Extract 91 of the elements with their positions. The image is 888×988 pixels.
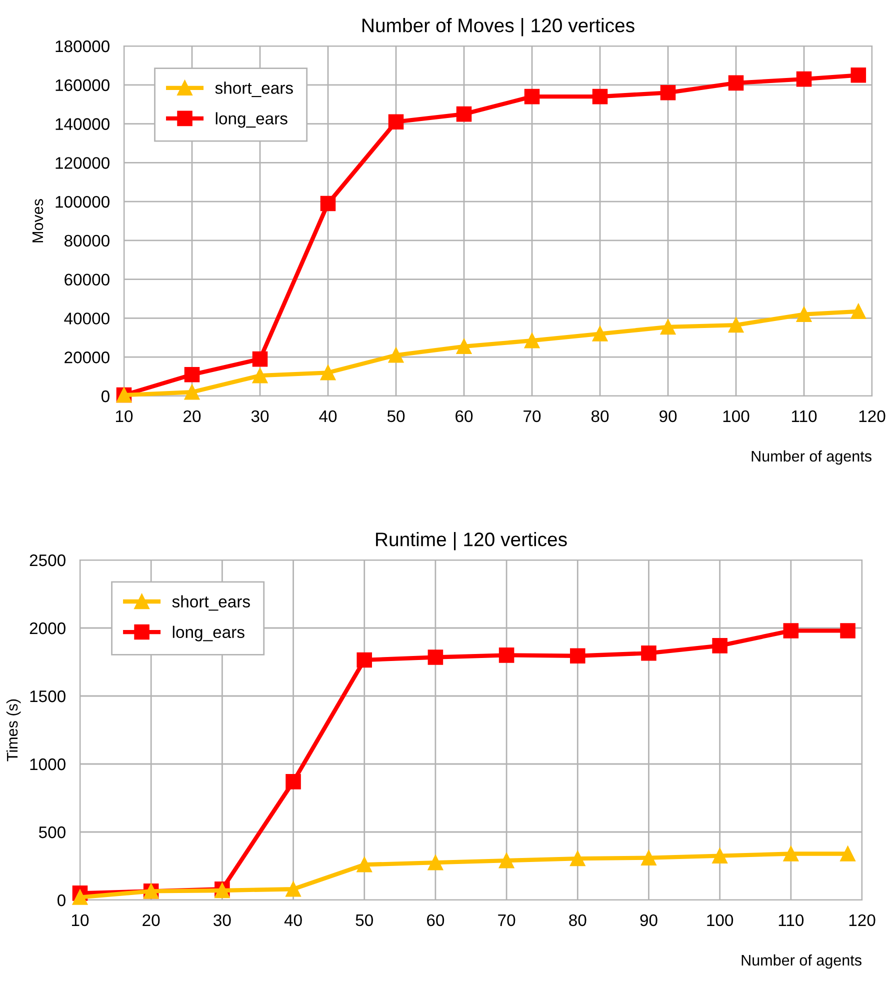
chart-title: Number of Moves | 120 vertices bbox=[362, 18, 634, 36]
x-tick-label: 60 bbox=[427, 914, 444, 926]
x-axis-title: Number of agents bbox=[742, 954, 862, 969]
x-tick-label: 120 bbox=[859, 410, 886, 422]
point bbox=[783, 623, 799, 638]
point bbox=[524, 88, 540, 104]
y-tick-label: 80000 bbox=[64, 234, 110, 247]
point bbox=[356, 857, 372, 872]
x-tick-label: 40 bbox=[284, 914, 302, 926]
point bbox=[428, 854, 444, 870]
legend-label: short_ears bbox=[172, 595, 250, 611]
x-tick-label: 20 bbox=[184, 410, 201, 422]
point bbox=[840, 623, 856, 638]
x-tick-label: 110 bbox=[778, 914, 804, 926]
point bbox=[498, 852, 514, 868]
y-tick-label: 180000 bbox=[56, 40, 110, 52]
x-tick-label: 70 bbox=[498, 914, 516, 926]
point bbox=[184, 384, 200, 400]
point bbox=[660, 85, 676, 100]
chart-title: Runtime | 120 vertices bbox=[376, 532, 567, 550]
x-tick-label: 60 bbox=[456, 410, 473, 422]
y-tick-label: 100000 bbox=[56, 196, 110, 208]
y-tick-label: 1000 bbox=[30, 758, 66, 770]
point bbox=[840, 846, 856, 862]
x-tick-label: 50 bbox=[387, 410, 405, 422]
point bbox=[320, 196, 336, 212]
point bbox=[184, 366, 200, 382]
x-tick-label: 80 bbox=[569, 914, 586, 926]
point bbox=[286, 774, 301, 790]
point bbox=[850, 304, 866, 320]
point bbox=[456, 106, 472, 122]
point bbox=[850, 68, 866, 83]
point bbox=[592, 326, 608, 342]
y-tick-label: 0 bbox=[101, 390, 110, 402]
point bbox=[570, 850, 586, 866]
x-tick-label: 120 bbox=[849, 914, 876, 926]
point bbox=[252, 351, 268, 367]
x-tick-label: 40 bbox=[319, 410, 337, 422]
point bbox=[712, 848, 728, 864]
y-tick-label: 500 bbox=[38, 826, 66, 838]
point bbox=[660, 319, 676, 335]
x-tick-label: 20 bbox=[142, 914, 160, 926]
x-axis-title: Number of agents bbox=[752, 450, 872, 465]
point bbox=[783, 846, 799, 862]
x-tick-label: 70 bbox=[524, 410, 541, 422]
y-tick-label: 60000 bbox=[64, 274, 110, 286]
point bbox=[388, 348, 404, 363]
y-tick-label: 2000 bbox=[30, 622, 66, 634]
point bbox=[320, 365, 336, 380]
point bbox=[286, 881, 301, 897]
x-tick-label: 90 bbox=[640, 914, 658, 926]
x-tick-label: 100 bbox=[723, 410, 750, 422]
y-axis-title: Times (s) bbox=[6, 699, 21, 762]
point bbox=[570, 648, 586, 664]
point bbox=[728, 317, 744, 333]
point bbox=[796, 71, 812, 87]
point bbox=[592, 88, 608, 104]
legend-label: long_ears bbox=[216, 112, 288, 128]
legend-label: long_ears bbox=[172, 626, 244, 642]
y-tick-label: 40000 bbox=[64, 312, 110, 324]
x-tick-label: 90 bbox=[660, 410, 677, 422]
point bbox=[252, 368, 268, 384]
x-tick-label: 110 bbox=[792, 410, 817, 422]
point bbox=[498, 648, 514, 663]
x-tick-label: 10 bbox=[72, 914, 89, 926]
x-tick-label: 80 bbox=[591, 410, 609, 422]
x-tick-label: 30 bbox=[214, 914, 231, 926]
point bbox=[388, 114, 404, 130]
point bbox=[712, 638, 728, 654]
point bbox=[72, 890, 88, 905]
point bbox=[796, 306, 812, 322]
y-tick-label: 1500 bbox=[30, 690, 66, 702]
y-tick-label: 2500 bbox=[30, 554, 66, 566]
point bbox=[456, 338, 472, 354]
y-tick-label: 120000 bbox=[56, 157, 110, 169]
point bbox=[641, 850, 656, 866]
y-axis-title: Moves bbox=[32, 199, 44, 242]
legend-label: short_ears bbox=[215, 82, 293, 98]
point bbox=[428, 650, 444, 665]
y-tick-label: 0 bbox=[57, 894, 66, 906]
x-tick-label: 30 bbox=[251, 410, 269, 422]
point bbox=[524, 332, 540, 348]
x-tick-label: 10 bbox=[116, 410, 133, 422]
x-tick-label: 50 bbox=[356, 914, 373, 926]
y-tick-label: 160000 bbox=[56, 79, 110, 92]
point bbox=[641, 646, 656, 661]
y-tick-label: 20000 bbox=[64, 352, 110, 364]
point bbox=[356, 652, 372, 668]
point bbox=[728, 75, 744, 91]
y-tick-label: 140000 bbox=[56, 118, 110, 130]
x-tick-label: 100 bbox=[707, 914, 734, 926]
